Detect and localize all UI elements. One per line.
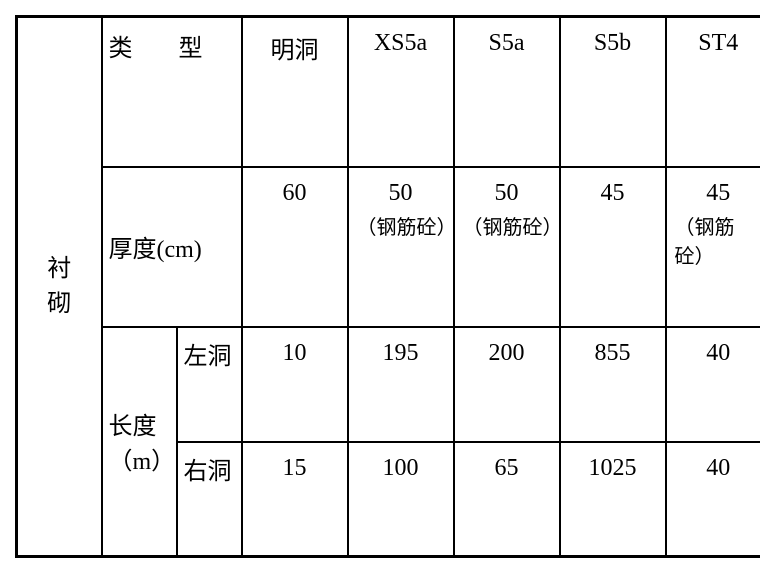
col-header: S5b — [560, 17, 666, 167]
thickness-value: 50 — [495, 180, 519, 206]
length-label: 长度（m） — [102, 327, 177, 557]
length-cell: 1025 — [560, 442, 666, 557]
col-header: XS5a — [348, 17, 454, 167]
length-cell: 200 — [454, 327, 560, 442]
length-cell: 100 — [348, 442, 454, 557]
thickness-sub: （钢筋砼） — [355, 211, 447, 240]
length-cell: 10 — [242, 327, 348, 442]
thickness-cell: 60 — [242, 167, 348, 327]
side-label-2: 砌 — [24, 283, 95, 318]
lining-table: 衬 砌 类 型 明洞 XS5a S5a S5b ST4 厚度(cm) 60 50… — [15, 15, 760, 558]
thickness-cell: 50 （钢筋砼） — [348, 167, 454, 327]
thickness-value: 50 — [389, 180, 413, 206]
length-cell: 65 — [454, 442, 560, 557]
thickness-cell: 50 （钢筋砼） — [454, 167, 560, 327]
side-label-cell: 衬 砌 — [17, 17, 102, 557]
col-header: S5a — [454, 17, 560, 167]
length-cell: 855 — [560, 327, 666, 442]
length-row-left: 长度（m） 左洞 10 195 200 855 40 — [17, 327, 760, 442]
thickness-row: 厚度(cm) 60 50 （钢筋砼） 50 （钢筋砼） 45 45 （钢筋砼） — [17, 167, 760, 327]
table-header-row: 衬 砌 类 型 明洞 XS5a S5a S5b ST4 — [17, 17, 760, 167]
side-label-1: 衬 — [24, 248, 95, 283]
thickness-sub: （钢筋砼） — [673, 211, 760, 269]
thickness-value: 45 — [601, 180, 625, 206]
thickness-sub: （钢筋砼） — [461, 211, 553, 240]
thickness-cell: 45 — [560, 167, 666, 327]
length-cell: 40 — [666, 442, 760, 557]
thickness-value: 45 — [706, 180, 730, 206]
thickness-label: 厚度(cm) — [102, 167, 242, 327]
type-header: 类 型 — [102, 17, 242, 167]
length-cell: 40 — [666, 327, 760, 442]
col-header: 明洞 — [242, 17, 348, 167]
col-header: ST4 — [666, 17, 760, 167]
length-cell: 15 — [242, 442, 348, 557]
length-sub-label: 右洞 — [177, 442, 242, 557]
length-cell: 195 — [348, 327, 454, 442]
length-sub-label: 左洞 — [177, 327, 242, 442]
thickness-value: 60 — [283, 180, 307, 206]
thickness-cell: 45 （钢筋砼） — [666, 167, 760, 327]
